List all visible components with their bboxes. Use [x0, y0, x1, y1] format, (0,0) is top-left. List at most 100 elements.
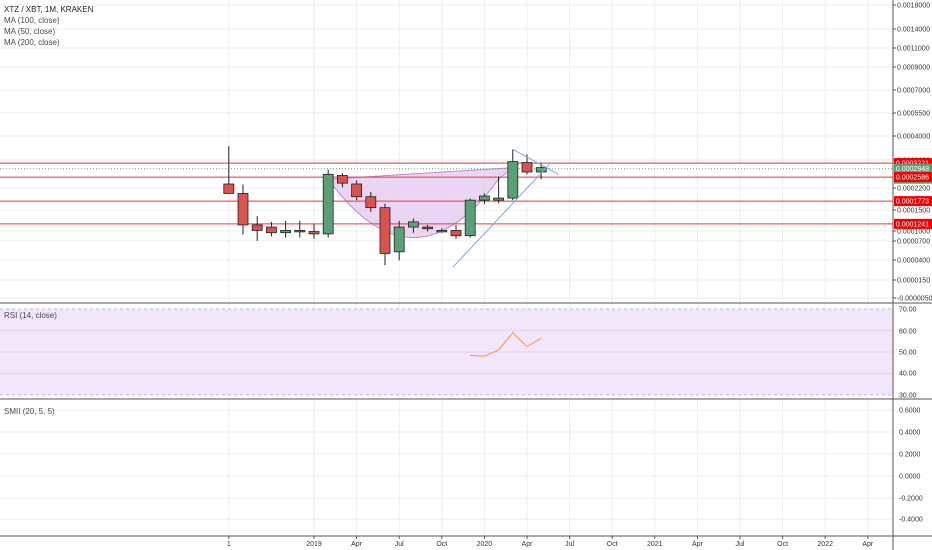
price-badges: 0.00032210.000294814d 8h0.00025860.00017…: [894, 158, 932, 229]
rsi-tick-label: 30.00: [899, 393, 917, 400]
time-tick-label: Oct: [436, 541, 447, 548]
candle-2020-05: [535, 163, 547, 180]
horizontal-levels: [0, 162, 893, 225]
candle-body: [478, 195, 490, 201]
time-tick-label: Apr: [862, 541, 874, 548]
candle-body: [379, 207, 391, 254]
main-legend: XTZ / XBT, 1M, KRAKEN MA (100, close) MA…: [4, 4, 93, 48]
candle-body: [336, 175, 348, 184]
candle-2018-10: [265, 221, 277, 237]
trendlines: [452, 148, 559, 268]
smi-tick-label: 0.6000: [899, 408, 921, 415]
candle-2018-11: [280, 220, 292, 238]
level-badge-1-bg: [894, 158, 932, 169]
candle-body: [351, 183, 363, 198]
candle-2019-10: [436, 228, 448, 233]
level-badge-2-bg: [894, 172, 932, 183]
candle-body: [393, 226, 405, 253]
rsi-pane: [0, 308, 893, 396]
candle-body: [237, 193, 249, 226]
level-badge-4: 0.0001241: [896, 221, 929, 228]
ma-legend-100: MA (100, close): [4, 16, 60, 25]
time-tick-label: 1: [227, 541, 231, 548]
candle-2019-02: [322, 169, 334, 238]
grid-lines: [0, 0, 893, 536]
falling-trendline: [512, 148, 559, 175]
candle-body: [507, 161, 519, 199]
time-tick-label: Oct: [607, 541, 618, 548]
level-badge-3-bg: [894, 196, 932, 207]
level-badge-3: 0.0001773: [896, 199, 929, 206]
candle-body: [407, 221, 419, 228]
candle-body: [294, 229, 306, 233]
candle-body: [436, 229, 448, 233]
candle-2019-04: [351, 180, 363, 201]
time-tick-label: 2022: [817, 541, 833, 548]
level-badge-4-bg: [894, 218, 932, 229]
rsi-tick-label: 60.00: [899, 329, 917, 336]
price-tick-label: 0.0002200: [897, 186, 930, 193]
ma-legend-50: MA (50, close): [4, 27, 56, 36]
candle-body: [322, 173, 334, 235]
time-tick-label: Jul: [736, 541, 745, 548]
price-tick-label: 0.0005500: [897, 111, 930, 118]
time-tick-label: Apr: [351, 541, 363, 548]
price-tick-label: -0.0000050: [897, 296, 932, 303]
time-tick-label: 2020: [477, 541, 493, 548]
rsi-tick-label: 70.00: [899, 307, 917, 314]
candle-2018-09: [251, 216, 263, 241]
current-price-badge: 0.0002948: [896, 166, 929, 173]
price-tick-label: 0.0011000: [897, 46, 930, 53]
symbol-title: XTZ / XBT, 1M, KRAKEN: [4, 5, 94, 14]
candle-body: [422, 226, 434, 230]
price-tick-label: 0.0007000: [897, 88, 930, 95]
candle-2019-12: [464, 198, 476, 238]
rising-trendline: [452, 164, 550, 268]
candle-2020-02: [493, 176, 505, 204]
smi-legend: SMII (20, 5, 5): [4, 407, 55, 416]
current-price-badge-bg: [894, 163, 932, 174]
candle-2019-11: [450, 224, 462, 239]
candle-body: [521, 162, 533, 173]
candle-body: [223, 183, 235, 194]
candle-2018-07: [223, 146, 235, 194]
price-tick-label: 0.0018000: [897, 3, 930, 10]
candle-2019-01: [308, 223, 320, 239]
cup-shape: [327, 167, 515, 239]
candle-body: [450, 229, 462, 237]
rsi-tick-label: 40.00: [899, 371, 917, 378]
price-tick-label: 0.0000700: [897, 239, 930, 246]
candle-2019-07: [393, 220, 405, 261]
candle-body: [535, 167, 547, 173]
time-tick-label: Apr: [522, 541, 534, 548]
candle-2018-12: [294, 220, 306, 238]
rsi-tick-label: 50.00: [899, 350, 917, 357]
time-tick-label: Jul: [395, 541, 404, 548]
smi-tick-label: 0.2000: [899, 452, 921, 459]
time-tick-label: 2021: [647, 541, 663, 548]
smi-tick-label: 0.0000: [899, 474, 921, 481]
candle-2018-08: [237, 184, 249, 235]
candle-series[interactable]: [223, 146, 547, 266]
level-badge-2: 0.0002586: [896, 175, 929, 182]
candle-2019-09: [422, 224, 434, 232]
price-tick-label: 0.0014000: [897, 27, 930, 34]
price-tick-label: 0.0009000: [897, 65, 930, 72]
candle-body: [265, 226, 277, 234]
price-tick-label: 0.0001000: [897, 229, 930, 236]
time-tick-label: Jul: [565, 541, 574, 548]
candle-2019-06: [379, 203, 391, 266]
candle-body: [493, 197, 505, 201]
candle-2019-08: [407, 218, 419, 233]
candle-2020-03: [507, 149, 519, 201]
smi-tick-label: -0.2000: [899, 496, 923, 503]
candle-body: [365, 196, 377, 209]
candle-2019-03: [336, 173, 348, 188]
candle-body: [251, 224, 263, 231]
price-tick-label: 0.0001500: [897, 208, 930, 215]
price-tick-label: 0.0000400: [897, 258, 930, 265]
time-tick-label: Apr: [692, 541, 704, 548]
time-tick-label: 2019: [306, 541, 322, 548]
